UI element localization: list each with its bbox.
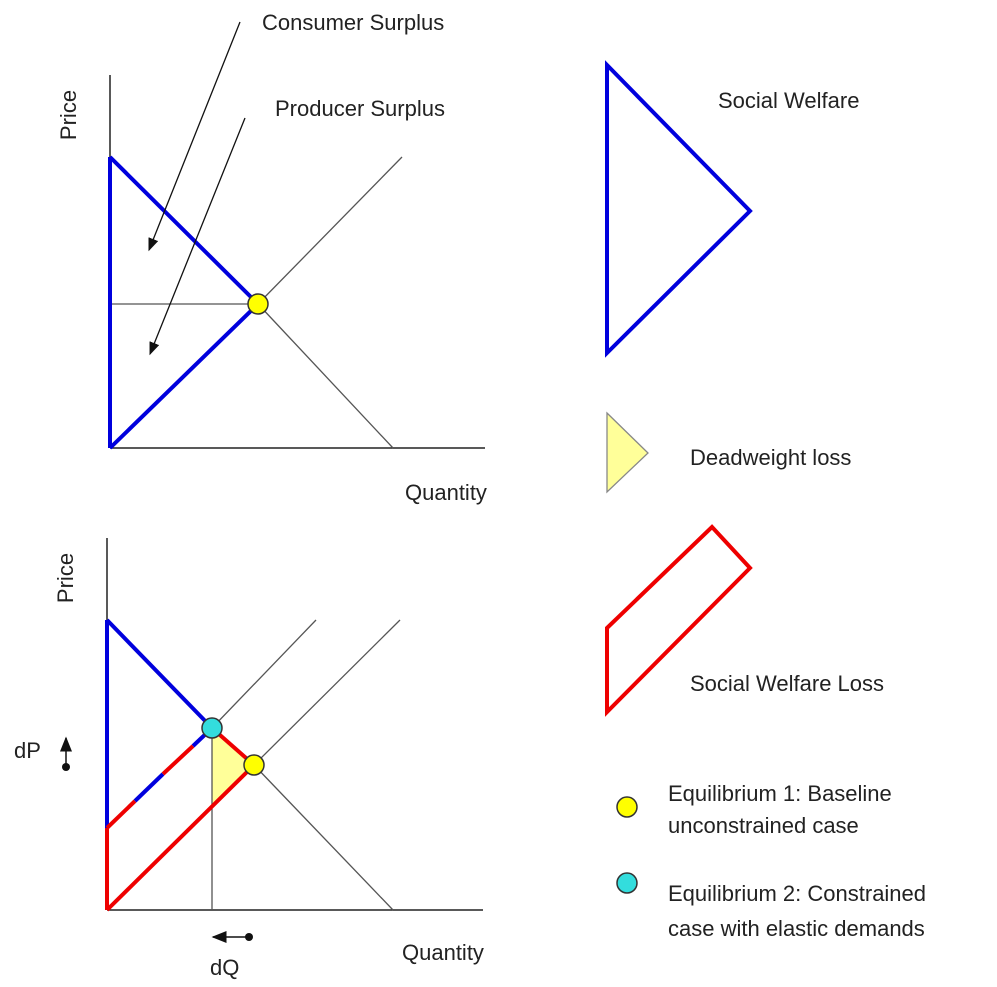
welfare-loss-outline: [105, 799, 137, 830]
deadweight-loss: [212, 728, 254, 806]
legend-symbol: [616, 796, 638, 818]
welfare-loss-outline: [161, 744, 195, 776]
arrow: [148, 21, 241, 252]
legend-symbol: [616, 872, 638, 894]
arrow: [149, 117, 246, 356]
bottom-diagram: dP dQ Price Quantity: [14, 538, 484, 980]
legend-label: Equilibrium 1: Baseline: [668, 781, 892, 806]
legend-label: Equilibrium 2: Constrained: [668, 881, 926, 906]
shifted-supply-curve: [211, 619, 317, 729]
legend-symbol: [605, 60, 753, 358]
equilibrium-2: [201, 717, 223, 739]
demand-curve: [253, 764, 394, 911]
supply-curve: [253, 619, 401, 766]
annotation: Producer Surplus: [275, 96, 445, 121]
welfare-outline: [133, 772, 165, 803]
legend-label: Social Welfare Loss: [690, 671, 884, 696]
x-axis-label: Quantity: [402, 940, 484, 965]
legend-label: unconstrained case: [668, 813, 859, 838]
dq-label: dQ: [210, 955, 239, 980]
welfare-outline: [108, 155, 261, 450]
legend-symbol: [606, 411, 649, 494]
legend-label: case with elastic demands: [668, 916, 925, 941]
legend-label: Social Welfare: [718, 88, 859, 113]
y-axis-label: Price: [53, 553, 78, 603]
legend: Social Welfare Deadweight loss Social We…: [605, 60, 926, 941]
supply-curve: [257, 156, 403, 305]
welfare-loss-outline: [105, 763, 256, 912]
dp-label: dP: [14, 738, 41, 763]
x-axis-label: Quantity: [405, 480, 487, 505]
top-diagram: Consumer Surplus Producer Surplus Price …: [56, 10, 487, 505]
equilibrium-1: [247, 293, 269, 315]
equilibrium-1: [243, 754, 265, 776]
legend-symbol: [605, 524, 753, 717]
y-axis-label: Price: [56, 90, 81, 140]
demand-curve: [257, 303, 394, 449]
annotation: Consumer Surplus: [262, 10, 444, 35]
legend-label: Deadweight loss: [690, 445, 851, 470]
welfare-outline: [105, 618, 214, 730]
